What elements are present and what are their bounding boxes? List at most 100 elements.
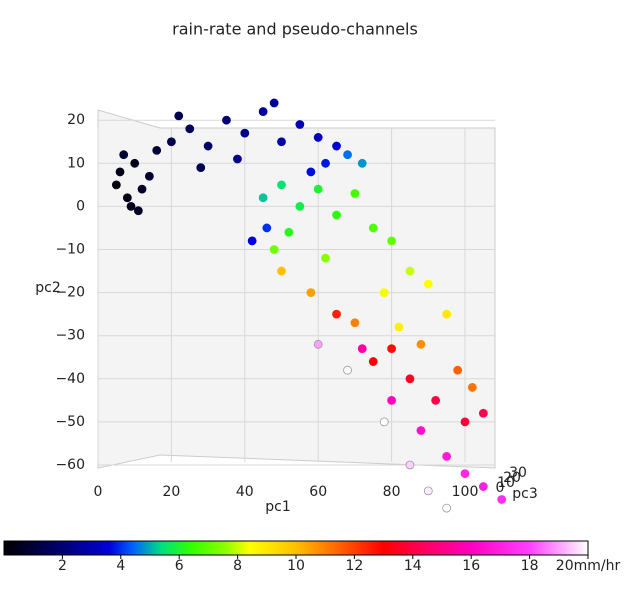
colorbar-tick-label: 4: [116, 558, 125, 574]
point: [222, 115, 231, 125]
point: [144, 171, 154, 181]
point: [478, 482, 488, 491]
y-tick-label: 20: [67, 112, 85, 128]
y-tick-label: −30: [55, 328, 85, 344]
point: [416, 426, 426, 435]
point: [357, 158, 367, 168]
z-tick-label: 10: [497, 475, 515, 491]
x-tick-label: 40: [236, 484, 254, 500]
colorbar-tick-label: 12: [345, 558, 363, 574]
point: [152, 145, 162, 155]
point: [130, 158, 140, 168]
y-axis-label: pc2: [35, 280, 61, 296]
point: [115, 167, 125, 177]
z-tick-label: 20: [503, 470, 521, 486]
colorbar-tick-label: 10: [287, 558, 305, 574]
y-tick-label: −10: [55, 242, 85, 258]
point: [233, 154, 242, 164]
y-tick-label: 0: [76, 198, 85, 214]
colorbar-tick-label: 20mm/hr: [556, 558, 621, 574]
point: [453, 365, 463, 375]
point: [313, 133, 323, 142]
point: [277, 180, 286, 190]
x-tick-label: 100: [452, 484, 479, 500]
z-tick-label: 30: [509, 465, 527, 481]
z-tick-label: 0: [496, 480, 505, 496]
point: [332, 141, 341, 151]
point: [442, 451, 452, 461]
point: [258, 107, 268, 116]
point: [284, 227, 294, 237]
point: [126, 201, 136, 211]
point: [423, 279, 433, 289]
point: [277, 137, 286, 147]
point: [442, 503, 452, 513]
point: [313, 339, 323, 349]
point: [321, 158, 330, 168]
point: [122, 193, 132, 203]
point: [295, 120, 305, 129]
colorbar-tick-label: 8: [233, 558, 242, 574]
point: [203, 141, 213, 151]
point: [357, 344, 367, 354]
point: [379, 288, 389, 298]
z-axis-label: pc3: [512, 486, 538, 502]
point: [258, 193, 268, 203]
x-tick-label: 80: [383, 484, 401, 500]
colorbar-tick-label: 2: [58, 558, 67, 574]
point: [379, 417, 389, 427]
y-tick-label: 10: [67, 155, 85, 171]
point: [247, 236, 257, 246]
point: [442, 309, 452, 319]
point: [387, 395, 397, 405]
colorbar-tick-label: 18: [521, 558, 539, 574]
point: [394, 322, 404, 332]
point: [350, 189, 360, 198]
point: [368, 357, 378, 366]
point: [343, 365, 352, 375]
point: [269, 98, 279, 108]
point: [332, 210, 341, 220]
x-tick-label: 0: [94, 484, 103, 500]
point: [497, 495, 507, 504]
colorbar-tick-label: 14: [404, 558, 422, 574]
colorbar-tick-label: 6: [175, 558, 184, 574]
point: [460, 469, 470, 479]
point: [313, 184, 323, 194]
y-tick-label: −20: [55, 285, 85, 301]
point: [387, 344, 397, 354]
point: [343, 150, 352, 160]
point: [166, 137, 176, 147]
point: [321, 253, 330, 263]
point: [133, 206, 143, 216]
point: [387, 236, 397, 246]
point: [277, 266, 286, 276]
point: [269, 245, 279, 254]
point: [295, 201, 305, 211]
point: [240, 128, 250, 138]
x-tick-label: 20: [162, 484, 180, 500]
point: [460, 417, 470, 427]
point: [467, 383, 477, 392]
point: [137, 184, 147, 194]
point: [405, 266, 415, 276]
point: [262, 223, 272, 233]
x-tick-label: 60: [309, 484, 327, 500]
point: [368, 223, 378, 233]
point: [332, 309, 341, 319]
point: [416, 339, 426, 349]
point: [405, 374, 415, 384]
point: [423, 486, 433, 496]
point: [185, 124, 195, 134]
point: [174, 111, 184, 121]
point: [196, 163, 206, 173]
point: [478, 408, 488, 418]
point: [431, 395, 441, 405]
point: [405, 460, 415, 470]
y-tick-label: −40: [55, 371, 85, 387]
point: [306, 167, 316, 177]
point: [119, 150, 129, 160]
point: [350, 318, 360, 328]
y-tick-label: −50: [55, 414, 85, 430]
